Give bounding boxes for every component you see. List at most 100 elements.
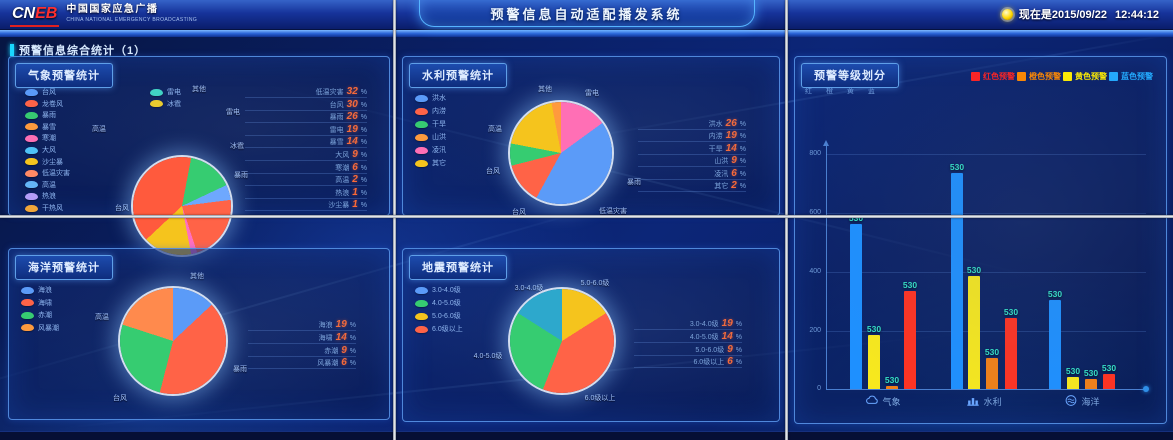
bar-value-label: 530 xyxy=(902,280,918,290)
legend-item[interactable]: 山洪 xyxy=(415,132,446,142)
x-axis-category: 水利 xyxy=(966,394,1002,409)
legend-label: 4.0-5.0级 xyxy=(432,300,461,307)
pie-callout-label: 雷电 xyxy=(585,90,599,97)
stat-unit: % xyxy=(360,189,367,197)
legend-item[interactable]: 橙色预警 xyxy=(1017,71,1061,82)
stat-label: 大风 xyxy=(335,152,350,159)
legend-label: 雷电 xyxy=(167,89,181,96)
legend-label: 5.0-6.0级 xyxy=(432,313,461,320)
legend-label: 红色预警 xyxy=(983,72,1015,81)
legend-item[interactable]: 干旱 xyxy=(415,119,446,129)
legend-item[interactable]: 5.0-6.0级 xyxy=(415,311,461,321)
pie-chart-ocean xyxy=(120,288,226,394)
stat-label: 暴雪 xyxy=(329,139,344,147)
stat-row: 海啸 14% xyxy=(248,332,356,344)
legend-item[interactable]: 凌汛 xyxy=(415,145,446,155)
bar-红色预警 xyxy=(1005,318,1017,389)
bar-黄色预警 xyxy=(968,276,980,389)
bar-橙色预警 xyxy=(1085,379,1097,389)
stat-label: 4.0-5.0级 xyxy=(689,333,719,341)
legend-item[interactable]: 低温灾害 xyxy=(25,168,70,178)
bar-黄色预警 xyxy=(1067,377,1079,389)
panel-title: 地震预警统计 xyxy=(409,255,507,280)
legend-item[interactable]: 暴雪 xyxy=(25,122,56,132)
legend-item[interactable]: 洪水 xyxy=(415,93,446,103)
legend-label: 大风 xyxy=(42,147,56,154)
pie-callout-label: 低温灾害 xyxy=(599,208,627,215)
legend-label: 内涝 xyxy=(432,108,446,115)
legend-swatch-icon xyxy=(21,311,34,319)
bar-蓝色预警 xyxy=(1049,300,1061,389)
legend-item[interactable]: 6.0级以上 xyxy=(415,324,463,334)
legend-item[interactable]: 内涝 xyxy=(415,106,446,116)
legend-item[interactable]: 黄色预警 xyxy=(1063,71,1107,82)
stat-value: 19 xyxy=(721,318,733,329)
bar-黄色预警 xyxy=(868,335,880,389)
stat-label: 风暴潮 xyxy=(317,360,339,368)
legend-label: 低温灾害 xyxy=(42,170,70,178)
legend-item[interactable]: 暴雨 xyxy=(25,110,56,120)
axis-note: 红 橙 黄 蓝 xyxy=(805,88,881,95)
bar-value-label: 530 xyxy=(1003,307,1019,317)
stat-unit: % xyxy=(360,126,367,134)
stat-label: 其它 xyxy=(714,183,729,190)
stat-unit: % xyxy=(735,321,742,328)
pie-callout-label: 台风 xyxy=(115,205,129,212)
bar-红色预警 xyxy=(904,291,916,389)
gridline xyxy=(826,154,1146,155)
legend-item[interactable]: 其它 xyxy=(415,158,446,168)
stat-label: 暴雨 xyxy=(329,114,344,122)
pie-chart-weather xyxy=(133,157,231,255)
legend-item[interactable]: 大风 xyxy=(25,145,56,155)
stat-row: 暴雨 26% xyxy=(245,111,367,124)
legend-item[interactable]: 冰雹 xyxy=(150,99,181,109)
legend-swatch-icon xyxy=(21,299,34,306)
legend-item[interactable]: 4.0-5.0级 xyxy=(415,298,461,308)
legend-label: 寒潮 xyxy=(42,135,56,143)
legend-item[interactable]: 沙尘暴 xyxy=(25,157,63,167)
legend-item[interactable]: 台风 xyxy=(25,87,56,97)
stat-row: 台风 30% xyxy=(245,99,367,111)
panel-title: 气象预警统计 xyxy=(15,63,113,88)
legend-item[interactable]: 龙卷风 xyxy=(25,99,63,109)
legend-item[interactable]: 寒潮 xyxy=(25,133,56,143)
y-axis xyxy=(826,145,827,389)
pie-callout-label: 5.0-6.0级 xyxy=(580,280,610,287)
legend-item[interactable]: 热浪 xyxy=(25,191,56,201)
stat-unit: % xyxy=(739,158,746,166)
legend-item[interactable]: 红色预警 xyxy=(971,71,1015,82)
legend-item[interactable]: 风暴潮 xyxy=(21,323,59,333)
stat-label: 6.0级以上 xyxy=(693,359,725,367)
bar-value-label: 530 xyxy=(1047,289,1063,299)
legend-item[interactable]: 蓝色预警 xyxy=(1109,71,1153,82)
stat-label: 凌汛 xyxy=(714,170,729,178)
gridline xyxy=(826,272,1146,273)
bar-value-label: 530 xyxy=(966,265,982,275)
stat-label: 高温 xyxy=(335,177,350,185)
legend-swatch-icon xyxy=(25,204,38,212)
stat-row: 3.0-4.0级 19% xyxy=(634,318,742,330)
legend-label: 暴雨 xyxy=(42,112,56,120)
legend-swatch-icon xyxy=(21,324,34,331)
legend-label: 6.0级以上 xyxy=(432,326,463,333)
legend-item[interactable]: 雷电 xyxy=(150,87,181,97)
x-axis-category-label: 水利 xyxy=(983,397,1002,407)
logo-chinese-name: 中国国家应急广播 xyxy=(66,4,159,15)
legend-item[interactable]: 干热风 xyxy=(25,203,63,213)
stat-value: 6 xyxy=(352,161,358,173)
stat-unit: % xyxy=(349,322,356,329)
stat-unit: % xyxy=(360,101,367,109)
legend-item[interactable]: 海浪 xyxy=(21,285,52,295)
stat-unit: % xyxy=(739,170,746,178)
legend-item[interactable]: 赤潮 xyxy=(21,310,52,320)
legend-item[interactable]: 高温 xyxy=(25,180,56,190)
legend-swatch-icon xyxy=(25,158,38,166)
legend-label: 冰雹 xyxy=(167,100,181,108)
legend-item[interactable]: 海啸 xyxy=(21,298,52,308)
stat-row: 凌汛 6% xyxy=(638,168,746,180)
legend-label: 干热风 xyxy=(42,205,63,212)
bar-value-label: 530 xyxy=(866,324,882,334)
legend-item[interactable]: 3.0-4.0级 xyxy=(415,285,461,295)
x-axis-category-label: 气象 xyxy=(882,397,901,407)
stat-unit: % xyxy=(349,347,356,355)
